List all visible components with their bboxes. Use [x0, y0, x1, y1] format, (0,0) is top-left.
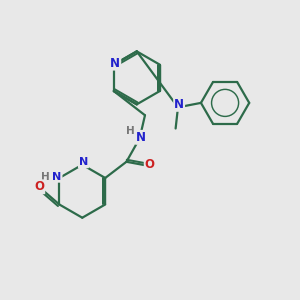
Text: N: N — [136, 131, 146, 144]
Text: N: N — [79, 158, 88, 167]
Text: H: H — [126, 126, 135, 136]
Text: N: N — [110, 57, 120, 70]
Text: N: N — [52, 172, 62, 182]
Text: O: O — [34, 180, 44, 193]
Text: H: H — [41, 172, 50, 182]
Text: O: O — [145, 158, 155, 171]
Text: N: N — [174, 98, 184, 111]
